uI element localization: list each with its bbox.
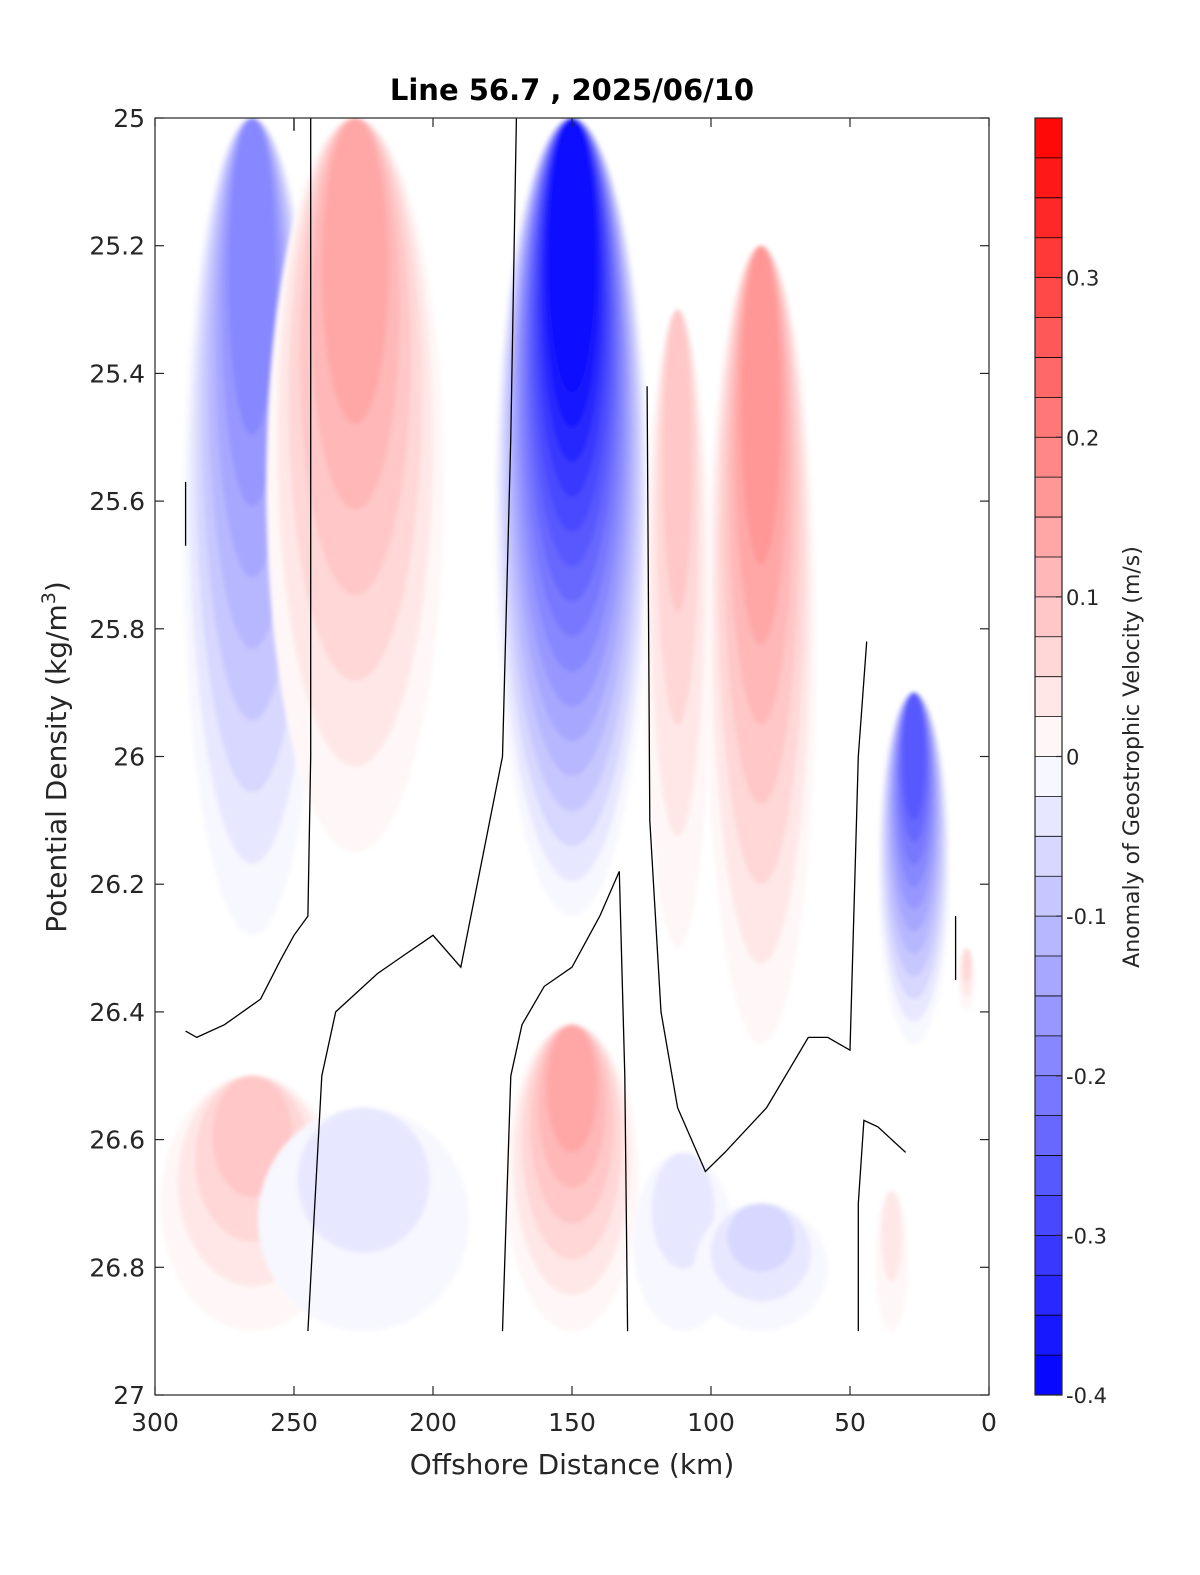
contour-level-band xyxy=(321,118,389,424)
x-tick-label: 0 xyxy=(981,1408,997,1437)
colorbar-band xyxy=(1035,197,1062,239)
colorbar-band xyxy=(1035,716,1062,757)
y-axis-ticks: 25 25.2 25.4 25.6 25.8 26 26.2 26.4 26.6 26.8 27 xyxy=(89,104,989,1410)
x-tick-label: 250 xyxy=(270,1408,318,1437)
colorbar-tick-label: -0.1 xyxy=(1066,905,1107,929)
colorbar-band xyxy=(1035,1195,1062,1236)
y-tick-label: 26.4 xyxy=(89,998,145,1027)
x-tick-label: 50 xyxy=(834,1408,866,1437)
y-axis-label: Potential Density (kg/m3) xyxy=(38,581,73,933)
colorbar-band xyxy=(1035,556,1062,598)
contour-level-band xyxy=(881,1190,903,1282)
contour-level-band xyxy=(548,118,596,393)
x-tick-label: 200 xyxy=(409,1408,457,1437)
y-tick-label: 25.4 xyxy=(89,359,145,388)
colorbar-tick-label: 0.2 xyxy=(1066,426,1099,450)
colorbar-tick-label: -0.2 xyxy=(1066,1065,1107,1089)
zero-contour-line xyxy=(185,118,312,1039)
y-tick-label: 25 xyxy=(113,104,145,133)
contour-level-band xyxy=(962,948,971,983)
colorbar-band xyxy=(1035,995,1062,1037)
velocity-feature xyxy=(633,1152,734,1332)
colorbar-band xyxy=(1035,1115,1062,1156)
colorbar-band xyxy=(1035,1035,1062,1077)
colorbar-band xyxy=(1035,1155,1062,1196)
zero-contour-line xyxy=(646,386,868,1173)
colorbar-band xyxy=(1035,237,1062,278)
colorbar-tick-label: -0.3 xyxy=(1066,1224,1107,1248)
contour-level-band xyxy=(741,245,781,565)
colorbar-band xyxy=(1035,118,1062,159)
velocity-feature xyxy=(266,118,445,853)
contour-level-band xyxy=(727,1203,795,1272)
colorbar-band xyxy=(1035,157,1062,199)
contour-level-band xyxy=(651,1152,715,1269)
y-tick-label: 25.2 xyxy=(89,232,145,261)
colorbar-band xyxy=(1035,477,1062,518)
contour-level-band xyxy=(663,309,693,613)
colorbar-tick-label: 0.3 xyxy=(1066,267,1099,291)
colorbar-band xyxy=(1035,1075,1062,1116)
zero-contour-line xyxy=(501,871,629,1332)
velocity-feature xyxy=(875,1190,909,1332)
colorbar-label: Anomaly of Geostrophic Velocity (m/s) xyxy=(1120,546,1145,968)
colorbar-band xyxy=(1035,357,1062,398)
y-tick-label: 25.8 xyxy=(89,615,145,644)
colorbar-band xyxy=(1035,876,1062,917)
colorbar-band xyxy=(1035,676,1062,717)
colorbar-tick-label: -0.4 xyxy=(1066,1384,1107,1408)
y-tick-label: 26.2 xyxy=(89,870,145,899)
x-axis-ticks: 300 250 200 150 100 50 0 xyxy=(131,118,997,1437)
y-axis-label-close: ) xyxy=(40,581,73,592)
colorbar-band xyxy=(1035,397,1062,438)
velocity-feature xyxy=(705,245,817,1044)
velocity-feature xyxy=(877,692,951,1044)
velocity-feature xyxy=(505,1024,639,1332)
colorbar xyxy=(1034,117,1063,1396)
velocity-feature xyxy=(644,309,711,949)
y-tick-label: 26.8 xyxy=(89,1253,145,1282)
colorbar-band xyxy=(1035,1315,1062,1356)
y-tick-label: 26 xyxy=(113,743,145,772)
x-tick-label: 100 xyxy=(687,1408,735,1437)
colorbar-band xyxy=(1035,317,1062,358)
x-tick-label: 300 xyxy=(131,1408,179,1437)
colorbar-band xyxy=(1035,517,1062,558)
colorbar-band xyxy=(1035,437,1062,478)
contour-level-band xyxy=(228,118,277,435)
velocity-feature xyxy=(694,1203,828,1332)
colorbar-tick-label: 0.1 xyxy=(1066,586,1099,610)
velocity-feature xyxy=(494,118,650,917)
colorbar-band xyxy=(1035,1275,1062,1316)
zero-contour-line xyxy=(857,1119,907,1332)
colorbar-band xyxy=(1035,277,1062,318)
y-tick-label: 26.6 xyxy=(89,1126,145,1155)
contour-level-band xyxy=(546,1024,598,1153)
colorbar-band xyxy=(1035,916,1062,957)
colorbar-band xyxy=(1035,756,1062,797)
x-tick-label: 150 xyxy=(548,1408,596,1437)
colorbar-ticks: -0.4 -0.3 -0.2 -0.1 0 0.1 0.2 0.3 xyxy=(1056,267,1107,1408)
colorbar-band xyxy=(1035,596,1062,638)
y-tick-label: 27 xyxy=(113,1381,145,1410)
contour-level-band xyxy=(297,1107,430,1253)
colorbar-band xyxy=(1035,636,1062,677)
chart-title: Line 56.7 , 2025/06/10 xyxy=(390,73,754,107)
y-tick-label: 25.6 xyxy=(89,487,145,516)
colorbar-band xyxy=(1035,1235,1062,1276)
zero-contour-line xyxy=(307,118,518,1332)
colorbar-band xyxy=(1035,796,1062,837)
y-axis-label-main: Potential Density (kg/m xyxy=(40,604,73,933)
colorbar-tick-label: 0 xyxy=(1066,746,1079,770)
x-axis-label: Offshore Distance (km) xyxy=(410,1448,735,1481)
colorbar-band xyxy=(1035,956,1062,997)
velocity-feature xyxy=(958,948,976,1012)
colorbar-band xyxy=(1035,1355,1062,1396)
velocity-feature xyxy=(257,1107,470,1332)
zero-contour-lines xyxy=(184,118,957,1332)
colorbar-band xyxy=(1035,836,1062,877)
contour-level-band xyxy=(902,692,926,821)
y-axis-label-superscript: 3 xyxy=(38,592,60,604)
